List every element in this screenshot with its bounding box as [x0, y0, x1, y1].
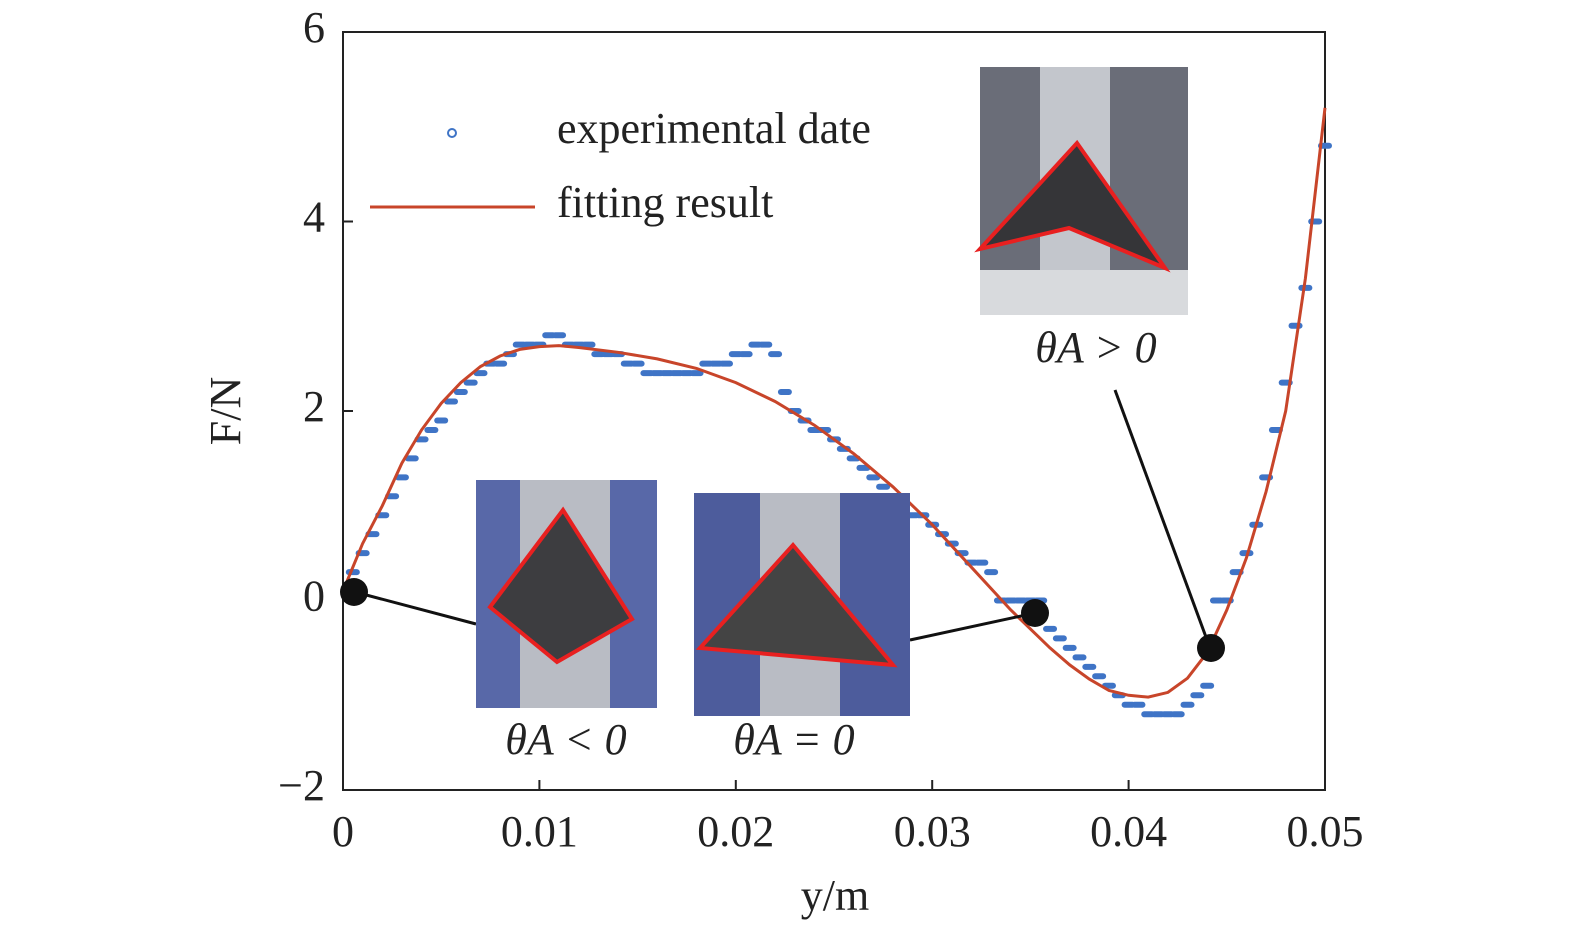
data-point	[630, 360, 645, 367]
data-point	[463, 379, 478, 386]
data-point	[581, 341, 596, 348]
data-point	[758, 341, 773, 348]
annotation: θA < 0	[505, 715, 626, 764]
data-point	[984, 569, 999, 576]
data-point	[473, 370, 488, 377]
data-point	[777, 389, 792, 396]
annotation: θA = 0	[733, 715, 854, 764]
x-tick-label: 0.01	[501, 807, 578, 856]
data-point	[1170, 711, 1185, 718]
data-point	[1082, 663, 1097, 670]
data-point	[974, 559, 989, 566]
data-point	[1190, 692, 1205, 699]
photo	[694, 493, 910, 716]
data-point	[866, 474, 881, 481]
legend-label: experimental date	[557, 104, 871, 153]
leader	[1113, 389, 1212, 649]
annotation: θA > 0	[1035, 323, 1156, 372]
insets: θA < 0 θA = 0 θA > 0	[340, 67, 1225, 764]
data-point	[1062, 644, 1077, 651]
x-tick-label: 0.02	[697, 807, 774, 856]
y-tick-label: 0	[303, 572, 325, 621]
data-point	[876, 483, 891, 490]
data-point	[1180, 701, 1195, 708]
x-tick-label: 0.05	[1287, 807, 1364, 856]
data-point	[404, 455, 419, 462]
legend-label: fitting result	[557, 178, 773, 227]
point-marker	[1197, 634, 1225, 662]
y-axis-label: F/N	[201, 377, 250, 445]
data-point	[1043, 625, 1058, 632]
x-tick-label: 0.03	[894, 807, 971, 856]
data-point	[1288, 322, 1303, 329]
data-point	[552, 332, 567, 339]
data-point	[1052, 635, 1067, 642]
data-point	[394, 474, 409, 481]
photo	[974, 67, 1188, 315]
data-point	[434, 417, 449, 424]
point-marker	[1021, 599, 1049, 627]
fit-line	[341, 107, 1327, 699]
y-tick-label: 4	[303, 193, 325, 242]
data-point	[689, 370, 704, 377]
data-point	[493, 360, 508, 367]
data-point	[1200, 682, 1215, 689]
y-tick-label: 6	[303, 3, 325, 52]
data-point	[738, 351, 753, 358]
data-point	[1092, 673, 1107, 680]
data-point	[1072, 654, 1087, 661]
data-point	[768, 351, 783, 358]
legend-marker	[447, 128, 457, 138]
data-point	[718, 360, 733, 367]
leader	[354, 590, 477, 626]
data-point	[453, 389, 468, 396]
point-marker	[340, 578, 368, 606]
y-tick-label: 2	[303, 382, 325, 431]
x-tick-label: 0	[332, 807, 354, 856]
y-tick-label: −2	[278, 761, 325, 810]
data-point	[444, 398, 459, 405]
data-point	[1131, 701, 1146, 708]
data-point	[424, 426, 439, 433]
x-tick-label: 0.04	[1090, 807, 1167, 856]
leader	[909, 611, 1036, 642]
x-axis-label: y/m	[801, 871, 869, 920]
photo	[476, 480, 657, 708]
